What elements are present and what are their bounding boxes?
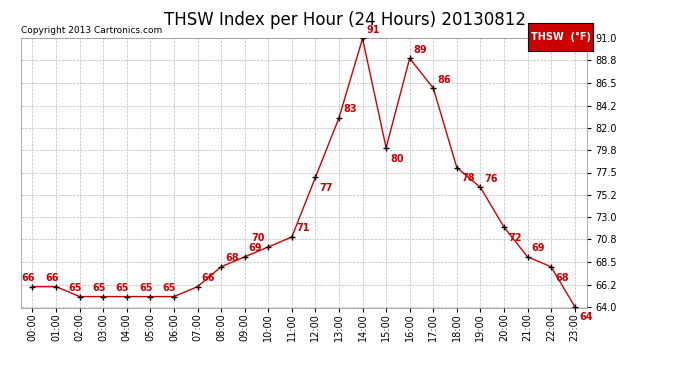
Text: 69: 69 <box>249 243 262 254</box>
Text: 89: 89 <box>414 45 428 55</box>
Text: 65: 65 <box>139 283 152 293</box>
Text: THSW  (°F): THSW (°F) <box>531 32 591 42</box>
Text: Copyright 2013 Cartronics.com: Copyright 2013 Cartronics.com <box>21 26 162 35</box>
Text: 69: 69 <box>532 243 545 254</box>
Text: 71: 71 <box>296 224 310 234</box>
Text: 68: 68 <box>225 253 239 263</box>
Text: 76: 76 <box>484 174 498 184</box>
Text: 77: 77 <box>319 183 333 194</box>
Text: 65: 65 <box>92 283 106 293</box>
Text: 83: 83 <box>343 104 357 114</box>
Text: 65: 65 <box>68 283 82 293</box>
Text: 66: 66 <box>201 273 215 283</box>
Text: 64: 64 <box>579 312 593 322</box>
Text: 80: 80 <box>391 154 404 164</box>
Text: 70: 70 <box>252 233 265 243</box>
Text: 72: 72 <box>508 233 522 243</box>
Text: THSW Index per Hour (24 Hours) 20130812: THSW Index per Hour (24 Hours) 20130812 <box>164 11 526 29</box>
Text: 66: 66 <box>21 273 35 283</box>
Text: 91: 91 <box>366 25 380 35</box>
Text: 66: 66 <box>45 273 59 283</box>
Text: 78: 78 <box>461 173 475 183</box>
Text: 65: 65 <box>116 283 129 293</box>
Text: 86: 86 <box>437 75 451 85</box>
Text: 68: 68 <box>555 273 569 283</box>
Text: 65: 65 <box>163 283 177 293</box>
